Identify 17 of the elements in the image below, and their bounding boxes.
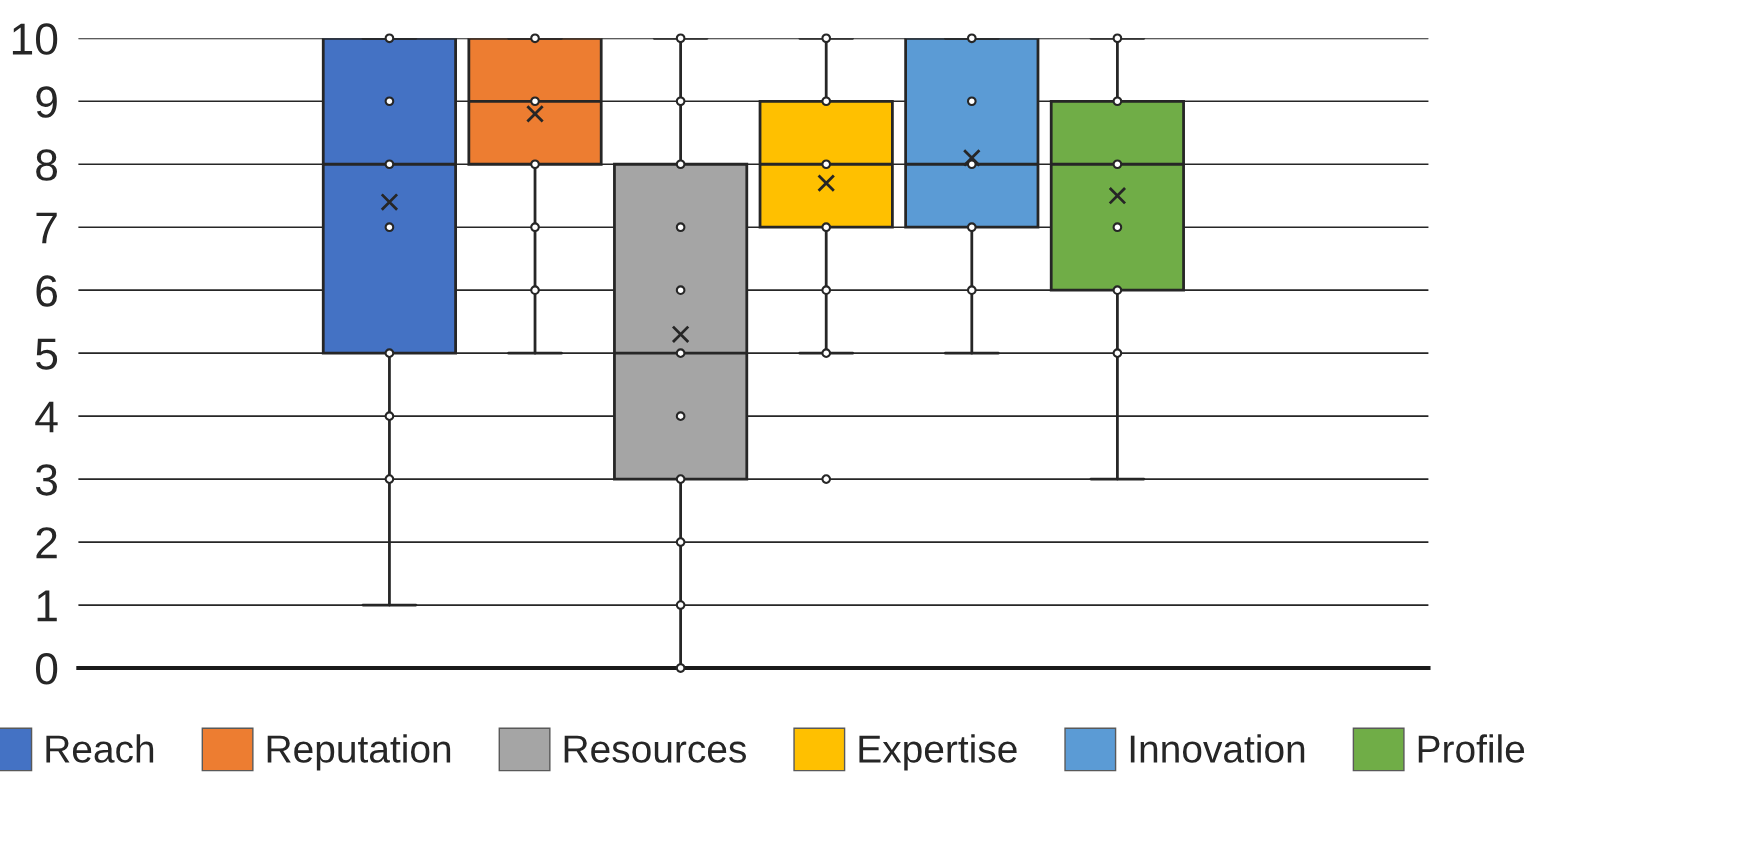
y-tick-label: 0 [35,653,58,685]
y-tick-label: 6 [36,275,57,307]
y-tick-label: 4 [35,401,58,433]
y-tick-label: 7 [36,212,57,244]
legend-label: Reach [46,734,154,763]
legend-label: Profile [1418,734,1525,763]
legend-label: Reputation [267,734,451,771]
legend-label: Resources [564,735,746,763]
y-tick-label: 8 [36,149,58,181]
y-tick-label: 10 [12,23,58,55]
y-tick-label: 2 [36,527,57,559]
y-tick-label: 1 [37,590,57,622]
legend-label: Expertise [859,734,1017,771]
y-tick-label: 3 [35,464,57,496]
y-tick-label: 9 [36,86,57,118]
legend-label: Innovation [1130,734,1305,763]
y-tick-label: 5 [36,338,58,370]
